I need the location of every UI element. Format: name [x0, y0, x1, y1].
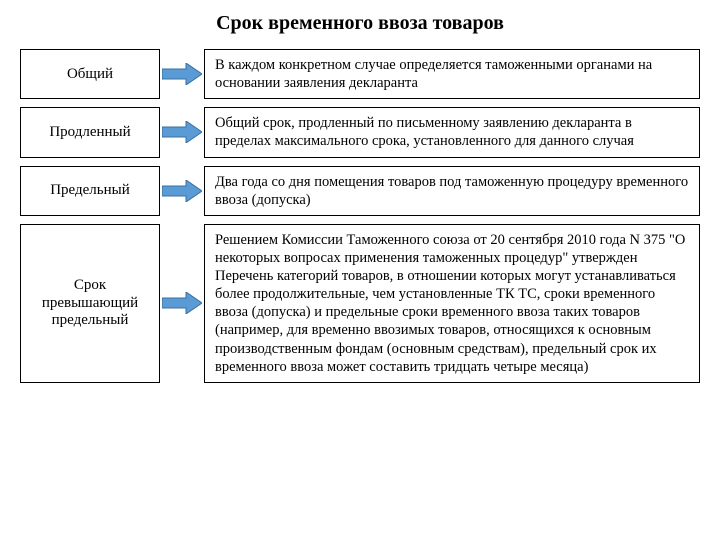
row-limit: Предельный Два года со дня помещения тов…: [20, 166, 700, 216]
arrow-right-icon: [162, 121, 202, 143]
desc-limit: Два года со дня помещения товаров под та…: [204, 166, 700, 216]
label-general: Общий: [20, 49, 160, 99]
label-exceed: Срок превышающий предельный: [20, 224, 160, 383]
arrow-right-icon: [162, 63, 202, 85]
arrow-cell-1: [160, 107, 204, 157]
label-extended: Продленный: [20, 107, 160, 157]
desc-extended: Общий срок, продленный по письменному за…: [204, 107, 700, 157]
page-title: Срок временного ввоза товаров: [20, 12, 700, 35]
row-exceed: Срок превышающий предельный Решением Ком…: [20, 224, 700, 383]
row-general: Общий В каждом конкретном случае определ…: [20, 49, 700, 99]
row-extended: Продленный Общий срок, продленный по пис…: [20, 107, 700, 157]
arrow-cell-0: [160, 49, 204, 99]
arrow-cell-3: [160, 224, 204, 383]
label-limit: Предельный: [20, 166, 160, 216]
arrow-right-icon: [162, 180, 202, 202]
desc-exceed: Решением Комиссии Таможенного союза от 2…: [204, 224, 700, 383]
desc-general: В каждом конкретном случае определяется …: [204, 49, 700, 99]
arrow-cell-2: [160, 166, 204, 216]
arrow-right-icon: [162, 292, 202, 314]
